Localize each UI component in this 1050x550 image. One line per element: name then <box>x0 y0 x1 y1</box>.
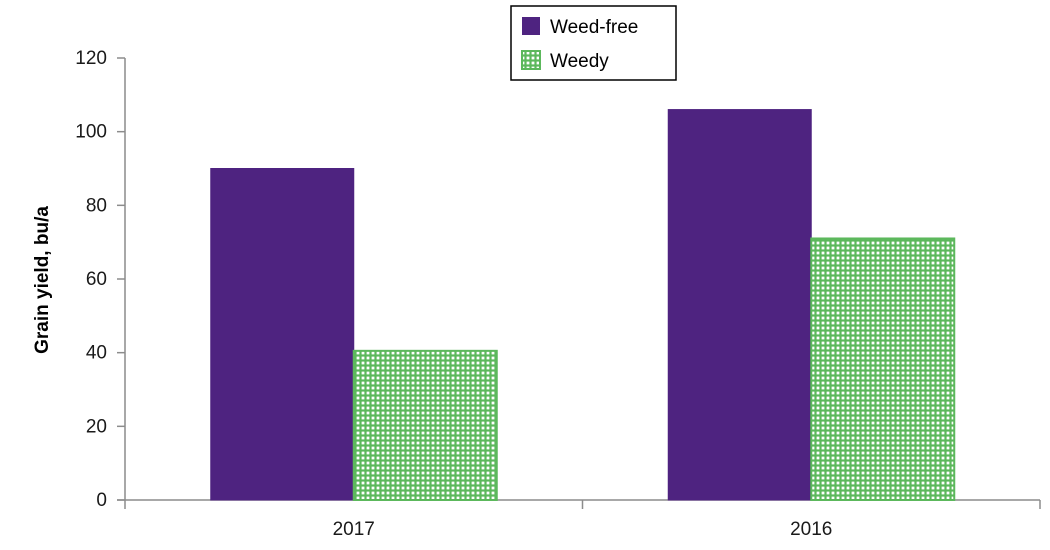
bars <box>210 109 956 502</box>
y-tick-label: 100 <box>75 122 107 143</box>
y-tick-label: 0 <box>96 490 107 511</box>
bar-weed-free-2016 <box>667 109 812 501</box>
x-tick-label: 2017 <box>333 519 375 540</box>
y-tick-label: 80 <box>86 195 107 216</box>
x-tick-label: 2016 <box>790 519 832 540</box>
tick-labels: 0 20 40 60 80 100 120 2017 2016 <box>75 48 832 540</box>
legend-swatch-weed-free <box>522 17 540 35</box>
bar-weed-free-2017 <box>210 168 355 501</box>
legend-label-weed-free: Weed-free <box>550 17 638 38</box>
legend-swatch-weedy <box>521 50 541 70</box>
y-tick-label: 60 <box>86 269 107 290</box>
y-axis-label: Grain yield, bu/a <box>32 206 53 354</box>
bar-weedy-2016 <box>810 237 956 501</box>
legend-label-weedy: Weedy <box>550 51 609 72</box>
y-tick-label: 40 <box>86 343 107 364</box>
bar-weedy-2017 <box>352 349 498 502</box>
legend: Weed-free Weedy <box>510 5 677 81</box>
y-tick-label: 20 <box>86 416 107 437</box>
y-tick-label: 120 <box>75 48 107 69</box>
